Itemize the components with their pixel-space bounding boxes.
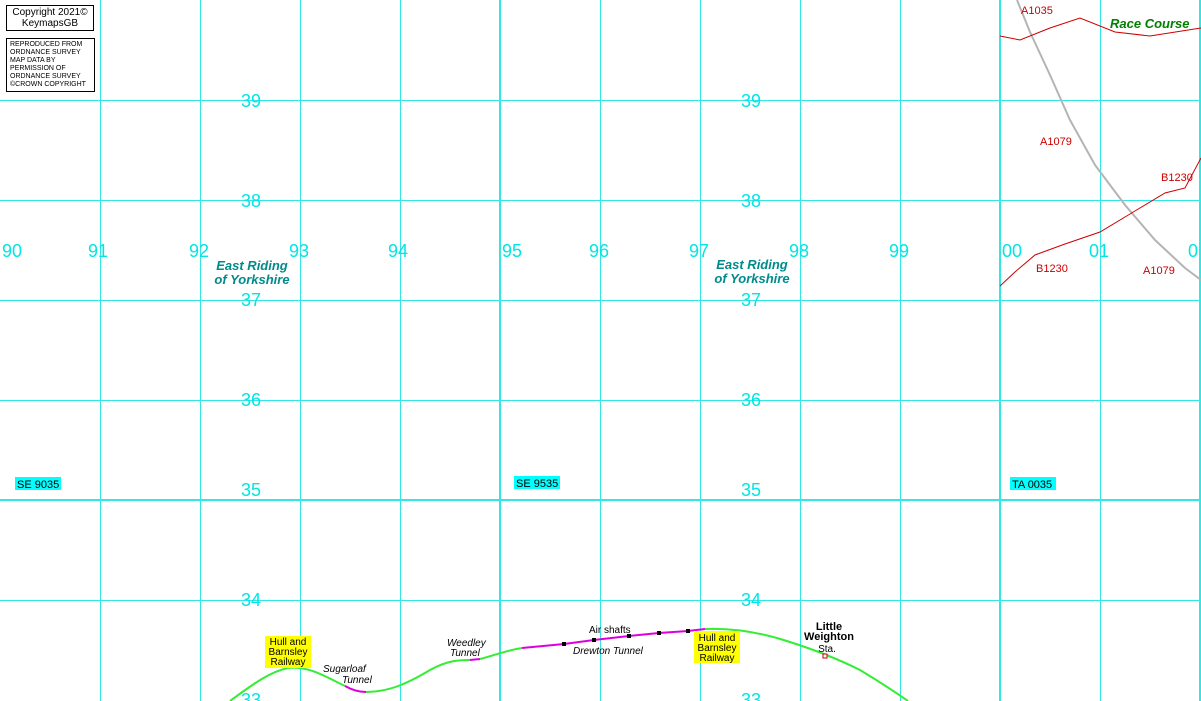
railway-badge-text: Railway bbox=[270, 657, 305, 668]
northing-label: 38 bbox=[241, 191, 261, 211]
region-label: East Riding bbox=[716, 257, 788, 272]
easting-label: 92 bbox=[189, 241, 209, 261]
station-marker bbox=[822, 653, 828, 659]
region-labels: East Riding of Yorkshire East Riding of … bbox=[214, 257, 789, 287]
northing-label: 33 bbox=[241, 690, 261, 701]
road-label: B1230 bbox=[1161, 172, 1193, 184]
air-shaft-marker bbox=[592, 638, 596, 642]
os-permission-line: REPRODUCED FROM bbox=[10, 41, 83, 48]
easting-labels: 90 91 92 93 94 95 96 97 98 99 00 01 0 bbox=[2, 241, 1198, 261]
road-labels: A1035 A1079 B1230 B1230 A1079 bbox=[1021, 5, 1193, 277]
weedley-tunnel bbox=[469, 658, 481, 661]
race-course-label: Race Course bbox=[1110, 16, 1189, 31]
station-label: Sta. bbox=[818, 644, 836, 655]
railway-badge-bg bbox=[694, 631, 740, 663]
road-label: A1079 bbox=[1143, 265, 1175, 277]
northing-label: 34 bbox=[241, 590, 261, 610]
copyright-line: Copyright 2021© bbox=[12, 7, 88, 18]
road-label: B1230 bbox=[1036, 263, 1068, 275]
os-permission-line: MAP DATA BY bbox=[10, 57, 56, 64]
air-shaft-marker bbox=[562, 642, 566, 646]
easting-label: 01 bbox=[1089, 241, 1109, 261]
square-badge: TA 0035 bbox=[1012, 479, 1052, 491]
square-badge: SE 9035 bbox=[17, 479, 59, 491]
northing-label: 37 bbox=[741, 290, 761, 310]
region-label: of Yorkshire bbox=[214, 272, 289, 287]
roads bbox=[999, 0, 1201, 287]
road-label: A1079 bbox=[1040, 136, 1072, 148]
railway-badge-text: Barnsley bbox=[269, 647, 308, 658]
railway-line bbox=[365, 659, 471, 693]
northing-label: 37 bbox=[241, 290, 261, 310]
square-badge-bg bbox=[514, 476, 560, 489]
easting-label: 97 bbox=[689, 241, 709, 261]
square-badge-bg bbox=[15, 477, 61, 490]
northing-label: 34 bbox=[741, 590, 761, 610]
railway-line bbox=[229, 666, 346, 701]
easting-label: 99 bbox=[889, 241, 909, 261]
air-shaft-marker bbox=[686, 629, 690, 633]
copyright-line: KeymapsGB bbox=[21, 18, 79, 29]
road-label: A1035 bbox=[1021, 5, 1053, 17]
air-shaft-markers bbox=[562, 629, 690, 646]
easting-label: 90 bbox=[2, 241, 22, 261]
os-permission-box: REPRODUCED FROM ORDNANCE SURVEY MAP DATA… bbox=[6, 38, 95, 92]
square-badge-bg bbox=[1010, 477, 1056, 490]
easting-label: 93 bbox=[289, 241, 309, 261]
b1230-road bbox=[999, 157, 1201, 287]
railway-badges: Hull and Barnsley Railway Hull and Barns… bbox=[265, 631, 740, 668]
northing-label: 35 bbox=[241, 480, 261, 500]
os-permission-line: PERMISSION OF bbox=[10, 65, 66, 72]
railway-badge-bg bbox=[265, 636, 311, 668]
os-permission-line: ORDNANCE SURVEY bbox=[10, 73, 81, 80]
sugarloaf-label: Sugarloaf bbox=[323, 664, 367, 675]
easting-label: 95 bbox=[502, 241, 522, 261]
square-badges: SE 9035 SE 9535 TA 0035 bbox=[15, 476, 1056, 491]
northing-label: 38 bbox=[741, 191, 761, 211]
northing-label: 36 bbox=[241, 390, 261, 410]
race-course-road bbox=[999, 17, 1201, 41]
sugarloaf-label: Tunnel bbox=[342, 675, 373, 686]
railway-feature-labels: Sugarloaf Tunnel Weedley Tunnel Air shaf… bbox=[323, 625, 644, 686]
northing-labels: 39 38 37 36 35 34 33 39 38 37 36 35 34 3… bbox=[241, 91, 761, 701]
easting-label: 91 bbox=[88, 241, 108, 261]
os-permission-line: ORDNANCE SURVEY bbox=[10, 49, 81, 56]
air-shaft-marker bbox=[627, 634, 631, 638]
weedley-label: Weedley bbox=[447, 638, 487, 649]
northing-label: 39 bbox=[741, 91, 761, 111]
railway-badge-text: Railway bbox=[699, 653, 734, 664]
air-shaft-marker bbox=[657, 631, 661, 635]
a1079-road bbox=[1016, 0, 1201, 281]
easting-label: 98 bbox=[789, 241, 809, 261]
railway-badge-text: Hull and bbox=[270, 637, 307, 648]
copyright-box: Copyright 2021© KeymapsGB bbox=[6, 5, 94, 31]
northing-label: 35 bbox=[741, 480, 761, 500]
place-label: Little bbox=[816, 621, 842, 633]
railway-line bbox=[704, 627, 909, 701]
weedley-label: Tunnel bbox=[450, 648, 481, 659]
place-label: Weighton bbox=[804, 631, 854, 643]
easting-label: 00 bbox=[1002, 241, 1022, 261]
railway-badge-text: Barnsley bbox=[698, 643, 737, 654]
os-permission-line: ©CROWN COPYRIGHT bbox=[10, 81, 86, 88]
easting-label: 94 bbox=[388, 241, 408, 261]
northing-label: 39 bbox=[241, 91, 261, 111]
railway-line bbox=[479, 647, 523, 660]
air-shafts-label: Air shafts bbox=[589, 625, 631, 636]
square-badge: SE 9535 bbox=[516, 478, 558, 490]
region-label: of Yorkshire bbox=[714, 271, 789, 286]
easting-label: 0 bbox=[1188, 241, 1198, 261]
northing-label: 36 bbox=[741, 390, 761, 410]
railway-badge-text: Hull and bbox=[699, 633, 736, 644]
drewton-label: Drewton Tunnel bbox=[573, 646, 644, 657]
region-label: East Riding bbox=[216, 258, 288, 273]
sugarloaf-tunnel bbox=[344, 685, 367, 693]
easting-label: 96 bbox=[589, 241, 609, 261]
little-weighton-labels: Little Weighton Sta. bbox=[804, 621, 854, 655]
northing-label: 33 bbox=[741, 690, 761, 701]
